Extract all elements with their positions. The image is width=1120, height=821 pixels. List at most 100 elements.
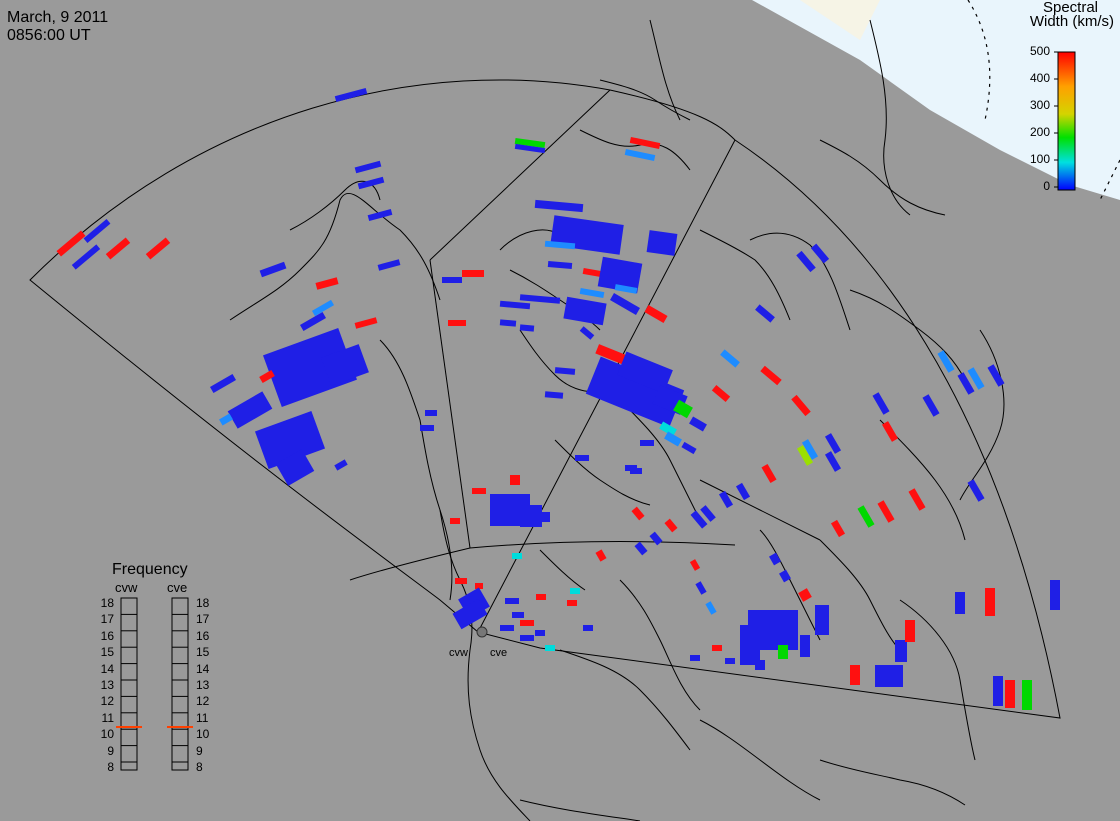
echo-cell (659, 421, 677, 437)
echo-cell (540, 512, 550, 522)
echo-cell (689, 559, 701, 571)
echo-cell (83, 219, 111, 243)
echo-cell (700, 505, 716, 522)
echo-cell (500, 625, 514, 631)
echo-cell (544, 391, 564, 399)
echo-cell (957, 372, 975, 395)
echo-cell (462, 270, 484, 277)
echo-cell (547, 260, 573, 270)
echo-cell (778, 645, 788, 659)
echo-cell (810, 243, 830, 264)
echo-cell (367, 208, 393, 222)
echo-cell (499, 319, 517, 327)
echo-cell (519, 294, 561, 304)
echo-cell (755, 660, 765, 670)
colorbar-strip (1057, 51, 1076, 191)
cve-level-17: 17 (196, 612, 210, 627)
echo-cell (824, 433, 842, 454)
cve-level-18: 18 (196, 596, 210, 610)
echo-cell (740, 625, 760, 665)
cve-level-9: 9 (196, 743, 203, 758)
echo-cell (579, 287, 605, 299)
echo-cell (520, 505, 542, 527)
radar-label-cvw: cvw (449, 647, 468, 659)
echo-cell (334, 459, 348, 471)
echo-cell (769, 552, 781, 566)
echo-cell (640, 440, 654, 446)
coastlines (229, 19, 1005, 821)
echo-cell (567, 600, 577, 606)
echo-cell (857, 505, 875, 528)
echo-cell (442, 277, 462, 283)
echo-cell (597, 256, 643, 294)
echo-cell (664, 518, 678, 533)
colorbar-ticks (1054, 51, 1058, 188)
echo-cell (664, 431, 682, 447)
echo-cell (967, 479, 985, 502)
cve-level-16: 16 (196, 628, 210, 643)
echo-cell (712, 645, 722, 651)
echo-cell (299, 311, 327, 332)
echo-cell (1022, 680, 1032, 710)
echo-cell (695, 581, 707, 595)
echo-cell (881, 421, 899, 442)
echo-cell (455, 578, 467, 584)
echo-cell (259, 261, 287, 278)
colorbar-tick-0: 0 (1043, 179, 1050, 193)
echo-cell (895, 640, 907, 662)
cve-frequency-label: cve (167, 580, 188, 595)
cve-level-15: 15 (196, 645, 210, 660)
echo-cell (720, 349, 740, 368)
echo-cell (56, 230, 86, 257)
colorbar-title-line1: Spectral (1042, 0, 1098, 16)
echo-cell (798, 588, 812, 602)
echo-cell (550, 215, 624, 255)
echo-cell (254, 410, 326, 470)
echo-cell (334, 87, 368, 103)
echo-cell (1005, 680, 1015, 708)
echo-cell (519, 324, 535, 332)
echo-cell (357, 176, 385, 190)
cve-level-11: 11 (196, 710, 209, 725)
echo-cell (801, 439, 819, 460)
time-label: 0856:00 UT (7, 27, 91, 44)
cvw-frequency-label: cvw (115, 580, 138, 595)
echo-cell (815, 605, 829, 635)
echo-cell (735, 482, 751, 501)
cvw-level-10: 10 (100, 727, 114, 742)
echo-cell (796, 250, 816, 273)
echo-cell (689, 416, 707, 432)
echo-cell (634, 541, 648, 556)
echo-cell (824, 451, 842, 472)
echo-cell (673, 399, 693, 419)
echo-cell (644, 305, 668, 323)
echo-cell (579, 326, 595, 340)
echo-cell (631, 506, 645, 521)
echo-cell (585, 356, 685, 428)
echo-cell (209, 373, 237, 394)
cve-level-8: 8 (196, 760, 203, 774)
echo-cell (219, 413, 233, 426)
cvw-level-18: 18 (100, 596, 114, 610)
echo-cell (877, 500, 895, 523)
echo-cell (1050, 580, 1060, 610)
echo-cell (937, 350, 955, 373)
echo-cell (263, 327, 357, 408)
echo-cell (779, 569, 791, 583)
cvw-level-9: 9 (107, 743, 114, 758)
echo-cell (545, 645, 555, 651)
cvw-level-17: 17 (100, 612, 114, 627)
echo-cell (311, 299, 335, 317)
echo-cell (905, 620, 915, 642)
polar-region (752, 0, 1120, 200)
echo-cell (534, 199, 584, 213)
cve-level-10: 10 (196, 727, 210, 742)
echo-cell (354, 317, 378, 329)
echo-cell (71, 244, 101, 270)
colorbar-tick-300: 300 (1029, 98, 1050, 112)
echo-cell (450, 518, 460, 524)
echo-cell (705, 601, 717, 615)
colorbar-tick-400: 400 (1029, 71, 1050, 85)
date-label: March, 9 2011 (7, 9, 109, 26)
echo-cell (681, 441, 697, 455)
